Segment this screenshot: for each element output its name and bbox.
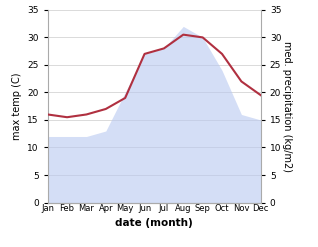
X-axis label: date (month): date (month) <box>115 219 193 228</box>
Y-axis label: max temp (C): max temp (C) <box>12 72 22 140</box>
Y-axis label: med. precipitation (kg/m2): med. precipitation (kg/m2) <box>282 41 292 172</box>
